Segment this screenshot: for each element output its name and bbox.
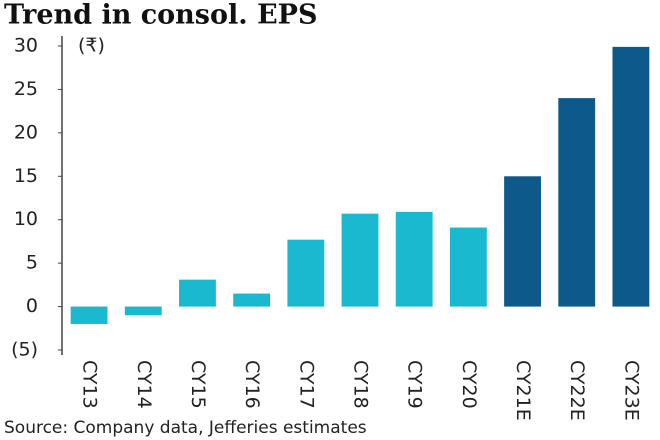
bar bbox=[449, 227, 487, 307]
chart-title: Trend in consol. EPS bbox=[4, 0, 317, 31]
y-tick-label: 25 bbox=[14, 78, 38, 100]
x-tick-label: CY17 bbox=[295, 360, 317, 409]
x-tick-label: CY13 bbox=[79, 360, 101, 409]
y-tick-label: 15 bbox=[14, 165, 38, 187]
bar bbox=[558, 98, 596, 307]
bar bbox=[341, 213, 379, 307]
x-tick-label: CY21E bbox=[512, 360, 534, 421]
bar bbox=[504, 176, 541, 307]
x-tick-label: CY15 bbox=[187, 360, 209, 409]
source-note: Source: Company data, Jefferies estimate… bbox=[4, 418, 367, 438]
y-tick-label: (5) bbox=[11, 339, 38, 361]
bar bbox=[124, 306, 162, 316]
x-tick-label: CY14 bbox=[133, 360, 155, 409]
y-tick-label: 20 bbox=[14, 121, 38, 143]
x-tick-label: CY22E bbox=[566, 360, 588, 421]
x-tick-label: CY16 bbox=[241, 360, 263, 409]
y-tick-label: 0 bbox=[26, 295, 38, 317]
y-tick-label: 5 bbox=[26, 252, 38, 274]
bar bbox=[179, 279, 216, 307]
bar bbox=[233, 293, 271, 307]
unit-label: (₹) bbox=[78, 35, 105, 57]
x-tick-label: CY23E bbox=[620, 360, 642, 421]
y-tick-label: 10 bbox=[14, 208, 38, 230]
y-tick-label: 30 bbox=[14, 35, 38, 57]
bar bbox=[70, 306, 108, 324]
x-tick-label: CY19 bbox=[404, 360, 426, 409]
x-tick-label: CY20 bbox=[458, 360, 480, 409]
x-tick-label: CY18 bbox=[350, 360, 372, 409]
bar bbox=[395, 211, 433, 307]
bar bbox=[612, 46, 650, 307]
bar bbox=[287, 239, 325, 307]
